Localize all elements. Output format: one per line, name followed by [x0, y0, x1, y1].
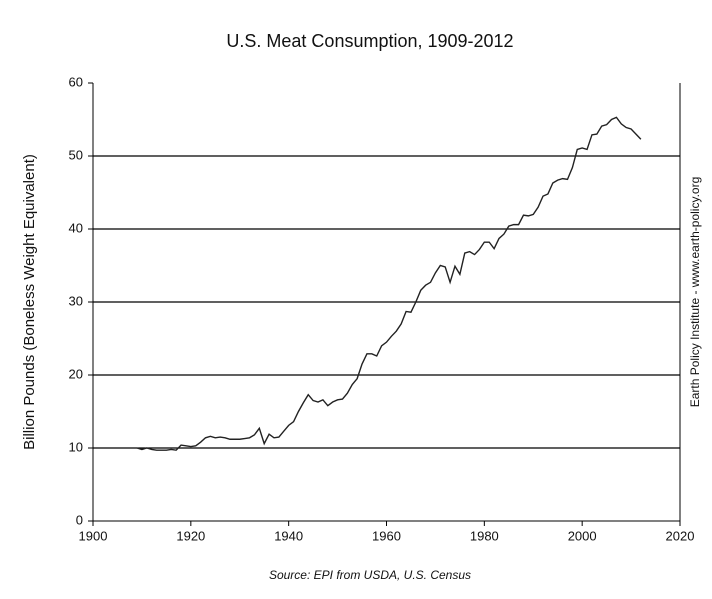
x-tick-label: 1940 — [274, 528, 303, 543]
y-tick-label: 50 — [69, 147, 83, 162]
x-tick-label: 1900 — [79, 528, 108, 543]
y-tick-label: 40 — [69, 220, 83, 235]
x-tick-label: 2020 — [666, 528, 695, 543]
y-tick-label: 0 — [76, 512, 83, 527]
y-tick-label: 30 — [69, 293, 83, 308]
x-tick-label: 2000 — [568, 528, 597, 543]
y-tick-label: 20 — [69, 366, 83, 381]
source-note: Source: EPI from USDA, U.S. Census — [269, 568, 471, 582]
x-tick-label: 1920 — [176, 528, 205, 543]
chart-title: U.S. Meat Consumption, 1909-2012 — [226, 31, 513, 51]
y-axis-title: Billion Pounds (Boneless Weight Equivale… — [21, 154, 38, 450]
y-tick-label: 10 — [69, 439, 83, 454]
x-tick-label: 1980 — [470, 528, 499, 543]
side-note: Earth Policy Institute - www.earth-polic… — [688, 177, 702, 408]
x-tick-label: 1960 — [372, 528, 401, 543]
y-tick-label: 60 — [69, 74, 83, 89]
data-line — [136, 116, 642, 451]
